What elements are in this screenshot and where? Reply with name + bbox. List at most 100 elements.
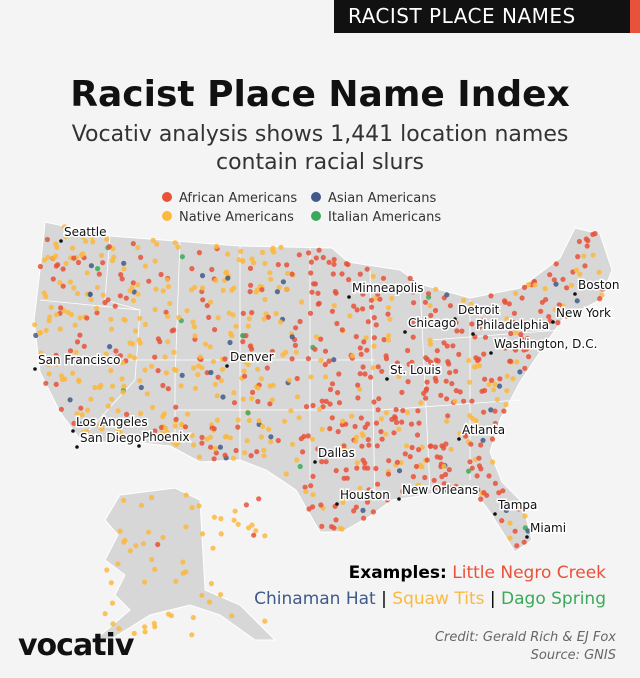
place-dot (258, 376, 264, 382)
place-dot (347, 313, 353, 319)
place-dot (250, 389, 256, 395)
place-dot (349, 413, 355, 419)
place-dot (45, 361, 52, 367)
place-dot (511, 310, 517, 316)
place-dot (218, 592, 224, 598)
place-dot (130, 280, 136, 286)
place-dot (44, 236, 51, 243)
place-dot (563, 313, 569, 319)
place-dot (275, 262, 281, 268)
place-dot (481, 409, 487, 415)
place-dot (489, 436, 496, 442)
place-dot (200, 297, 206, 303)
place-dot (155, 336, 161, 342)
place-dot (353, 438, 359, 444)
place-dot (77, 332, 83, 338)
place-dot (280, 352, 286, 358)
place-dot (231, 517, 237, 523)
place-dot (154, 241, 160, 247)
place-dot (520, 319, 526, 325)
place-dot (399, 419, 405, 425)
place-dot (380, 275, 387, 281)
place-dot (334, 320, 340, 327)
place-dot (165, 313, 171, 319)
place-dot (229, 333, 235, 339)
place-dot (433, 286, 439, 292)
city-label: San Francisco (38, 353, 120, 367)
place-dot (88, 296, 94, 303)
place-dot (233, 447, 239, 454)
place-dot (226, 310, 232, 316)
subtitle: contain racial slurs (215, 150, 424, 175)
place-dot (240, 310, 246, 316)
place-dot (370, 273, 376, 279)
place-dot (268, 434, 274, 440)
place-dot (444, 343, 450, 349)
place-dot (179, 254, 185, 260)
place-dot (281, 418, 288, 424)
place-dot (59, 373, 65, 379)
place-dot (67, 348, 74, 354)
place-dot (434, 348, 440, 354)
place-dot (384, 494, 390, 500)
place-dot (199, 592, 205, 598)
place-dot (379, 436, 385, 442)
place-dot (577, 271, 583, 277)
place-dot (293, 325, 299, 331)
place-dot (302, 484, 308, 490)
place-dot (122, 317, 128, 323)
place-dot (476, 324, 483, 330)
place-dot (396, 373, 402, 379)
place-dot (94, 231, 100, 237)
place-dot (210, 359, 216, 365)
place-dot (178, 383, 184, 389)
place-dot (231, 390, 237, 396)
place-dot (289, 356, 295, 362)
place-dot (476, 356, 482, 362)
separator: | (381, 589, 387, 609)
place-dot (165, 386, 171, 392)
place-dot (411, 300, 417, 306)
place-dot (344, 475, 350, 481)
place-dot (121, 260, 127, 266)
place-dot (138, 254, 144, 260)
place-dot (94, 310, 100, 316)
place-dot (244, 438, 250, 444)
city-label: New York (556, 306, 611, 320)
place-dot (448, 446, 454, 452)
place-dot (402, 451, 408, 457)
place-dot (315, 446, 321, 452)
city-label: Washington, D.C. (494, 337, 597, 351)
place-dot (555, 320, 561, 326)
place-dot (391, 430, 397, 436)
place-dot (475, 487, 481, 493)
place-dot (54, 361, 60, 367)
place-dot (180, 570, 186, 576)
place-dot (501, 408, 507, 414)
place-dot (251, 532, 257, 538)
place-dot (532, 282, 538, 288)
place-dot (247, 265, 254, 271)
place-dot (581, 253, 587, 259)
legend-swatch (311, 192, 321, 202)
place-dot (142, 367, 148, 373)
place-dot (196, 250, 202, 256)
place-dot (551, 277, 557, 283)
place-dot (159, 430, 165, 436)
place-dot (376, 396, 382, 402)
place-dot (120, 360, 126, 366)
place-dot (47, 314, 53, 320)
place-dot (547, 272, 553, 278)
place-dot (108, 368, 114, 374)
place-dot (95, 266, 101, 272)
place-dot (351, 508, 357, 514)
place-dot (462, 431, 468, 437)
place-dot (151, 620, 157, 627)
place-dot (364, 347, 370, 353)
place-dot (293, 349, 299, 355)
place-dot (365, 421, 371, 427)
place-dot (408, 421, 415, 427)
place-dot (510, 376, 516, 382)
place-dot (511, 320, 517, 326)
